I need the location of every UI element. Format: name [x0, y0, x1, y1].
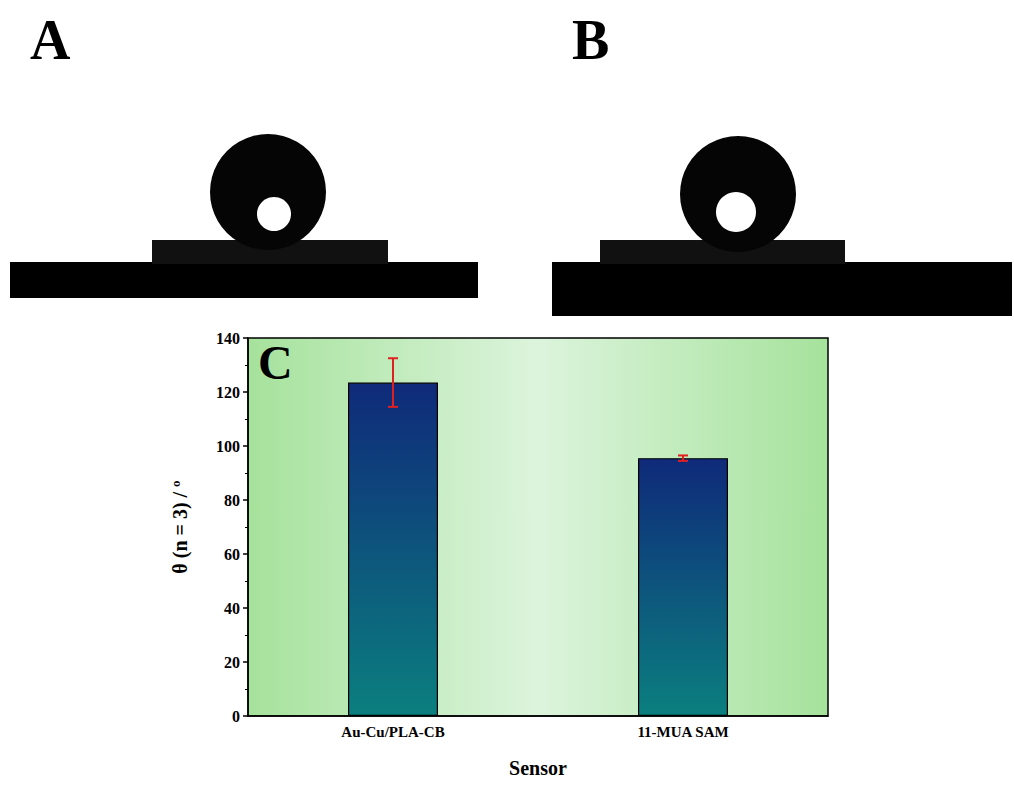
svg-text:11-MUA SAM: 11-MUA SAM	[637, 724, 728, 740]
svg-text:A: A	[30, 9, 71, 71]
svg-text:100: 100	[216, 438, 240, 455]
svg-text:20: 20	[224, 654, 240, 671]
svg-text:40: 40	[224, 600, 240, 617]
svg-text:θ (n = 3) / º: θ (n = 3) / º	[169, 480, 192, 574]
svg-text:80: 80	[224, 492, 240, 509]
svg-text:C: C	[258, 336, 293, 389]
svg-text:Au-Cu/PLA-CB: Au-Cu/PLA-CB	[341, 724, 444, 740]
svg-text:B: B	[572, 9, 609, 71]
svg-text:Sensor: Sensor	[509, 757, 567, 779]
svg-text:140: 140	[216, 330, 240, 347]
svg-text:120: 120	[216, 384, 240, 401]
svg-text:60: 60	[224, 546, 240, 563]
svg-text:0: 0	[232, 708, 240, 725]
